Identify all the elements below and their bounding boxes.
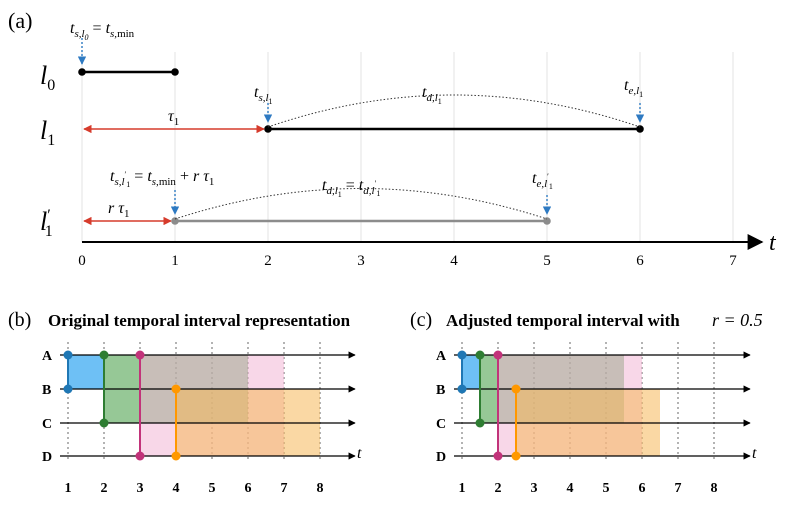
row-label: D <box>42 450 52 465</box>
tick-label: 8 <box>711 481 718 496</box>
event-dot-pink <box>135 451 145 461</box>
annotation-ts-l0: ts,l0 = ts,min <box>70 20 135 42</box>
tick-label: 3 <box>137 481 144 496</box>
panel-c-title: Adjusted temporal interval with <box>446 311 680 330</box>
panel-b-chart: 1 2 3 4 5 6 7 8 A B C D t <box>42 342 362 496</box>
event-dot-green <box>99 350 109 360</box>
event-dot-green <box>99 418 109 428</box>
panel-a-label: (a) <box>8 8 32 33</box>
tick-label: 5 <box>543 253 551 269</box>
panel-a-axis-variable: t <box>769 230 777 256</box>
interval-region-blue <box>462 355 480 389</box>
tick-label: 2 <box>264 253 272 269</box>
duration-arc-l1-prime <box>174 188 548 220</box>
tick-label: 7 <box>729 253 737 269</box>
row-label: A <box>42 349 53 364</box>
l1-end-dot <box>636 125 644 133</box>
panel-b-label: (b) <box>8 309 31 331</box>
event-dot-orange <box>511 384 521 394</box>
tick-label: 6 <box>245 481 252 496</box>
duration-arc-l1 <box>267 94 641 128</box>
tick-label: 4 <box>173 481 180 496</box>
tick-label: 1 <box>459 481 466 496</box>
annotation-ts-l1: ts,l1 <box>254 84 273 106</box>
tick-label: 4 <box>567 481 574 496</box>
tick-label: 2 <box>101 481 108 496</box>
row-label: C <box>42 417 52 432</box>
tick-label: 6 <box>639 481 646 496</box>
tick-label: 7 <box>675 481 682 496</box>
event-dot-green <box>475 350 485 360</box>
event-dot-blue <box>63 350 73 360</box>
row-label-l1: l1 <box>40 116 55 149</box>
event-dot-blue <box>457 350 467 360</box>
panel-c-r-value: r = 0.5 <box>712 310 763 330</box>
tick-label: 8 <box>317 481 324 496</box>
event-dot-orange <box>511 451 521 461</box>
panel-b-title: Original temporal interval representatio… <box>48 311 351 330</box>
annotation-td-l1: td,l1 <box>422 84 442 106</box>
tick-label: 1 <box>65 481 72 496</box>
row-label-l0: l0 <box>40 61 55 94</box>
annotation-td-equality: td,l1 = td,l′1 <box>322 177 380 199</box>
panel-c-chart: 1 2 3 4 5 6 7 8 A B C D t <box>436 342 757 496</box>
tick-label: 5 <box>603 481 610 496</box>
tick-label: 1 <box>171 253 179 269</box>
event-dot-blue <box>63 384 73 394</box>
panel-a-row-labels: l0 l1 l′ 1 <box>40 61 55 240</box>
row-label: C <box>436 417 446 432</box>
panel-c-label: (c) <box>410 309 432 331</box>
tick-label: 5 <box>209 481 216 496</box>
tick-label: 3 <box>531 481 538 496</box>
l1-start-dot <box>264 125 272 133</box>
panel-a: (a) t 0 1 2 3 4 5 6 7 l0 l1 <box>8 8 777 269</box>
event-dot-orange <box>171 451 181 461</box>
annotation-ts-l1-prime: ts,l′1 = ts,min + r τ1 <box>110 168 214 189</box>
row-label: D <box>436 450 446 465</box>
event-dot-orange <box>171 384 181 394</box>
tick-label: 7 <box>281 481 288 496</box>
tick-label: 4 <box>450 253 458 269</box>
panel-a-grid <box>81 52 734 242</box>
tau1-label: τ1 <box>168 108 179 128</box>
event-dot-pink <box>135 350 145 360</box>
tick-label: 0 <box>78 253 86 269</box>
panel-b: (b) Original temporal interval represent… <box>8 309 362 496</box>
event-dot-pink <box>493 451 503 461</box>
annotation-te-l1-prime: te,l′1 <box>532 170 553 191</box>
tick-label: 6 <box>636 253 644 269</box>
panel-a-ticks: 0 1 2 3 4 5 6 7 <box>78 253 737 269</box>
rtau1-label: r τ1 <box>108 200 129 220</box>
l1p-start-dot <box>171 217 179 225</box>
row-label: B <box>42 383 51 398</box>
event-dot-blue <box>457 384 467 394</box>
tick-label: 3 <box>357 253 365 269</box>
interval-region-blue <box>68 355 104 389</box>
l1p-end-dot <box>543 217 551 225</box>
axis-variable: t <box>752 445 757 462</box>
row-label: A <box>436 349 447 364</box>
axis-variable: t <box>357 445 362 462</box>
panel-c: (c) Adjusted temporal interval with r = … <box>410 309 763 496</box>
l0-end-dot <box>171 68 179 76</box>
row-label-l1-prime: l′ 1 <box>40 207 53 240</box>
row-label: B <box>436 383 445 398</box>
tick-label: 2 <box>495 481 502 496</box>
l0-start-dot <box>78 68 86 76</box>
event-dot-pink <box>493 350 503 360</box>
event-dot-green <box>475 418 485 428</box>
